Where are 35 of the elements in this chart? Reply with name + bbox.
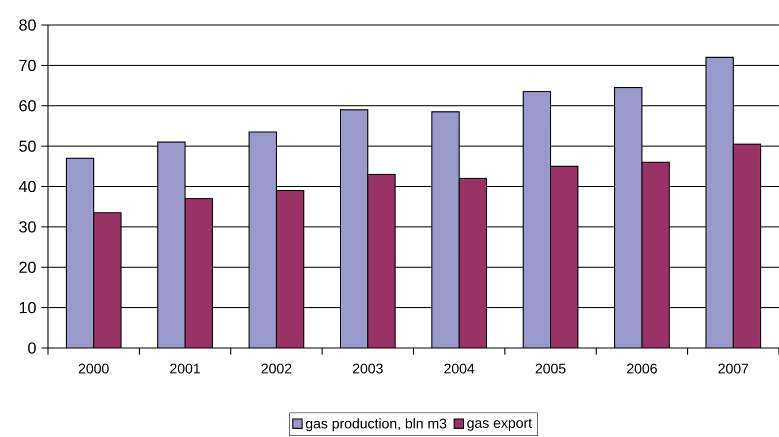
x-tick-label: 2001 xyxy=(170,364,200,374)
bar xyxy=(522,91,552,348)
x-tick-label: 2007 xyxy=(718,364,748,374)
bar xyxy=(458,178,488,348)
x-tick-label: 2005 xyxy=(536,364,566,374)
bar xyxy=(431,111,460,348)
y-tick-label: 40 xyxy=(18,180,36,192)
y-tick-label: 30 xyxy=(19,221,36,233)
y-tick-label: 20 xyxy=(19,262,36,273)
bar xyxy=(614,87,642,348)
y-tick-label: 70 xyxy=(19,60,36,72)
bar xyxy=(641,162,670,348)
bar xyxy=(340,109,368,348)
bar xyxy=(157,142,186,348)
y-tick-label: 10 xyxy=(20,302,36,314)
x-tick-label: 2000 xyxy=(78,364,109,374)
x-tick-label: 2004 xyxy=(444,364,474,374)
y-tick-label: 50 xyxy=(19,140,36,152)
bar xyxy=(184,198,213,348)
bar xyxy=(367,174,396,348)
bar xyxy=(732,144,762,348)
bar xyxy=(93,212,122,348)
legend-label: gas export xyxy=(467,418,532,431)
x-tick-label: 2002 xyxy=(262,364,292,374)
bar xyxy=(276,190,304,348)
x-tick-label: 2006 xyxy=(627,364,657,374)
legend-label: gas production, bln m3 xyxy=(306,418,446,432)
y-tick-label: 0 xyxy=(28,342,36,354)
bar xyxy=(248,131,277,348)
bar xyxy=(550,166,578,348)
bar xyxy=(66,158,94,348)
y-tick-label: 60 xyxy=(19,100,36,112)
x-tick-label: 2003 xyxy=(352,364,383,374)
bar xyxy=(705,56,734,348)
y-tick-label: 80 xyxy=(19,19,36,31)
